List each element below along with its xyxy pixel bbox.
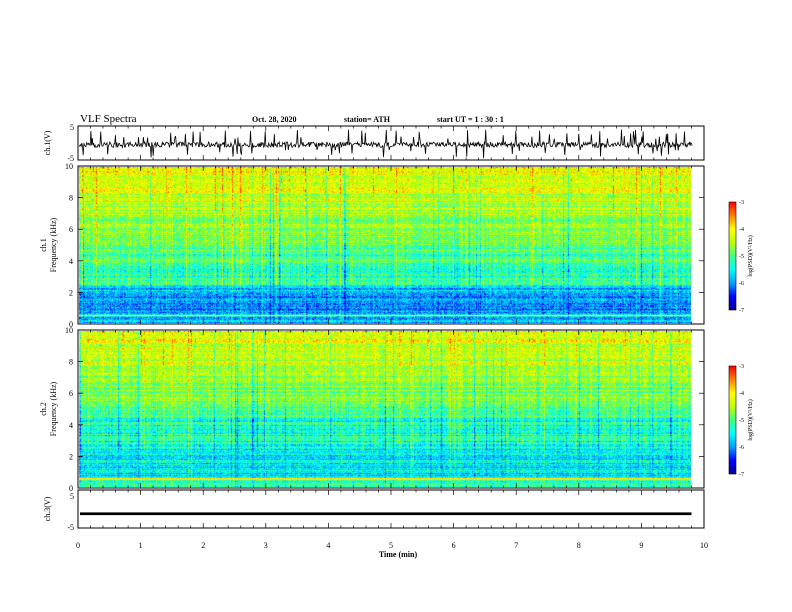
ch1-channel-label: ch.1 (39, 238, 48, 252)
ch3-waveform-frame (77, 489, 705, 529)
time-axis-tick-labels: 0 1 2 3 4 5 6 7 8 9 10 (76, 541, 708, 550)
colorbar-tick-label: -5 (739, 254, 744, 260)
frequency-tick-label: 6 (69, 389, 73, 398)
time-tick-label: 4 (326, 541, 330, 550)
ch1-ytick-max: 5 (70, 123, 74, 132)
ch2-colorbar: -3 -4 -5 -6 -7 log(PSD)(V²/Hz) (728, 364, 754, 478)
start-time-label: start UT = 1 : 30 : 1 (437, 115, 504, 124)
time-tick-label: 7 (514, 541, 518, 550)
ch3-waveform-band (80, 512, 692, 516)
ch3-ytick-min: -5 (67, 523, 74, 532)
colorbar-tick-label: -7 (739, 308, 744, 314)
frequency-tick-label: 0 (69, 484, 73, 493)
spectrogram-raster (79, 167, 691, 323)
ch2-spectrogram-panel: 0 2 4 6 8 10 ch.2 Frequency (kHz) (39, 326, 705, 493)
ch1-waveform-ylabel: ch.1(V) (43, 130, 52, 155)
frequency-tick-label: 8 (69, 358, 73, 367)
frequency-tick-label: 8 (69, 194, 73, 203)
frequency-tick-label: 4 (69, 421, 73, 430)
ch1-spectrogram-image (79, 167, 691, 323)
station-label: station= ATH (344, 115, 390, 124)
colorbar-tick-label: -3 (739, 364, 744, 370)
ch3-waveform-ylabel: ch.3(V) (43, 496, 52, 521)
ch2-colorbar-label: log(PSD)(V²/Hz) (747, 399, 754, 440)
ch1-spectrogram-panel: 0 2 4 6 8 10 ch.1 Frequency (kHz) (39, 162, 705, 329)
frequency-tick-label: 0 (69, 320, 73, 329)
time-tick-label: 0 (76, 541, 80, 550)
ch1-frequency-tick-labels: 0 2 4 6 8 10 (65, 162, 73, 329)
ch2-channel-label: ch.2 (39, 402, 48, 416)
ch2-spectrogram-image (79, 331, 691, 487)
ch1-waveform-xticks (77, 126, 705, 160)
ch1-waveform-line (78, 129, 693, 159)
ch3-ytick-max: 5 (70, 492, 74, 501)
time-axis-label: Time (min) (379, 550, 418, 559)
ch1-frequency-axis-label: Frequency (kHz) (49, 217, 58, 272)
colorbar-tick-label: -3 (739, 200, 744, 206)
frequency-tick-label: 4 (69, 257, 73, 266)
colorbar-tick-label: -7 (739, 472, 744, 478)
ch1-colorbar-strip (728, 201, 737, 311)
ch1-ytick-min: -5 (67, 154, 74, 163)
ch1-colorbar-tick-labels: -3 -4 -5 -6 -7 (739, 200, 744, 314)
ch1-colorbar-label: log(PSD)(V²/Hz) (747, 235, 754, 276)
ch2-spectrogram-ticks (77, 329, 705, 489)
colorbar-tick-label: -5 (739, 418, 744, 424)
colorbar-tick-label: -4 (739, 391, 744, 397)
colorbar-tick-label: -6 (739, 445, 744, 451)
time-tick-label: 1 (139, 541, 143, 550)
time-tick-label: 5 (389, 541, 393, 550)
time-tick-label: 6 (452, 541, 456, 550)
frequency-tick-label: 2 (69, 288, 73, 297)
ch3-waveform-panel: 5 -5 ch.3(V) (43, 489, 705, 532)
time-tick-label: 9 (639, 541, 643, 550)
ch3-waveform-ticks (77, 490, 705, 528)
frequency-tick-label: 10 (65, 326, 73, 335)
date-label: Oct. 28, 2020 (252, 115, 297, 124)
time-tick-label: 2 (201, 541, 205, 550)
ch1-waveform-panel: 5 -5 ch.1(V) (43, 123, 705, 163)
frequency-tick-label: 6 (69, 225, 73, 234)
ch1-spectrogram-ticks (77, 165, 705, 325)
time-tick-label: 10 (700, 541, 708, 550)
chart-title: VLF Spectra (80, 113, 137, 125)
time-tick-label: 3 (264, 541, 268, 550)
spectrogram-raster (79, 331, 691, 487)
ch2-frequency-tick-labels: 0 2 4 6 8 10 (65, 326, 73, 493)
ch2-colorbar-tick-labels: -3 -4 -5 -6 -7 (739, 364, 744, 478)
ch1-colorbar: -3 -4 -5 -6 -7 log(PSD)(V²/Hz) (728, 200, 754, 314)
frequency-tick-label: 10 (65, 162, 73, 171)
ch2-frequency-axis-label: Frequency (kHz) (49, 381, 58, 436)
time-tick-label: 8 (577, 541, 581, 550)
colorbar-tick-label: -4 (739, 227, 744, 233)
frequency-tick-label: 2 (69, 452, 73, 461)
ch2-colorbar-strip (728, 365, 737, 475)
colorbar-tick-label: -6 (739, 281, 744, 287)
